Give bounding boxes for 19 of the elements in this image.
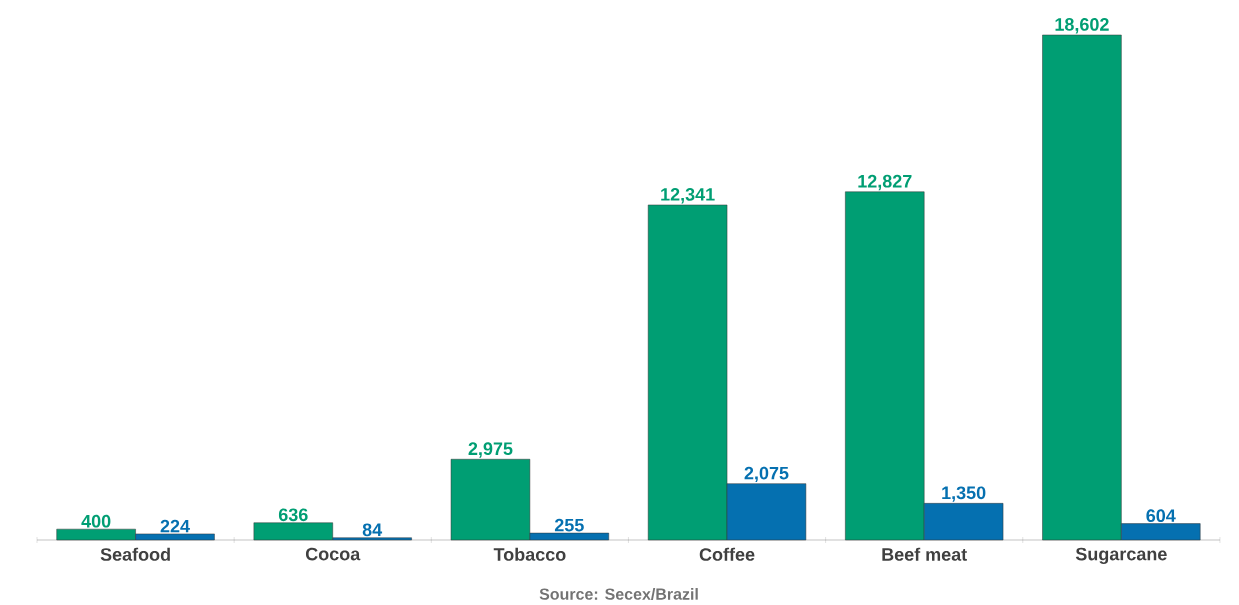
data-label: 12,341 <box>661 188 715 204</box>
x-tick-label: Beef meat <box>882 547 967 561</box>
x-tick-label: Sugarcane <box>1075 547 1167 565</box>
data-label: 2,975 <box>468 442 513 458</box>
data-label: 400 <box>81 514 111 528</box>
data-label: 18,602 <box>1055 18 1109 34</box>
data-label: 224 <box>160 519 190 533</box>
data-label: 604 <box>1146 509 1176 523</box>
source-note: Source: Secex/Brazil <box>539 588 698 600</box>
data-label: 2,075 <box>744 466 789 483</box>
data-label: 255 <box>554 518 584 532</box>
x-tick-label: Seafood <box>100 547 170 561</box>
data-label: 636 <box>278 508 308 522</box>
x-tick-label: Cocoa <box>305 547 361 561</box>
x-tick-label: Coffee <box>699 547 755 561</box>
data-label: 1,350 <box>942 486 986 502</box>
data-label: 84 <box>362 523 383 537</box>
data-label: 12,827 <box>858 174 912 191</box>
x-tick-label: Tobacco <box>493 547 566 561</box>
